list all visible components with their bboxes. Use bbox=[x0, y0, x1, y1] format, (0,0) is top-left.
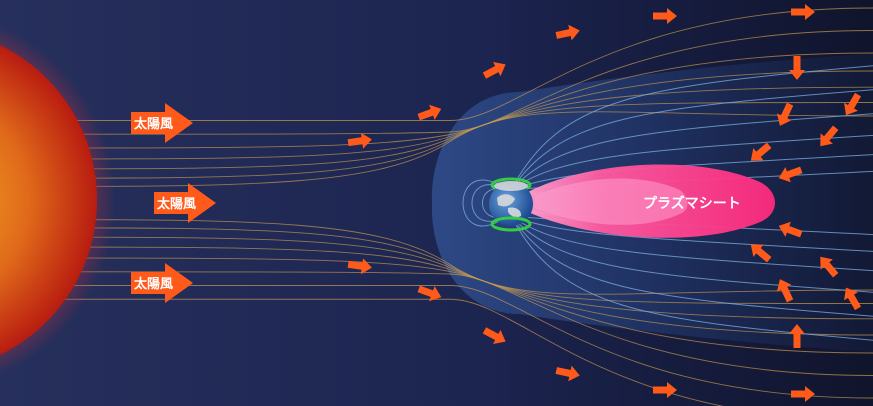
arrow-right-icon bbox=[347, 258, 372, 275]
arrow-right-icon bbox=[750, 142, 772, 161]
solar-wind-label-middle: 太陽風 bbox=[154, 183, 216, 223]
plasma-sheet-label: プラズマシート bbox=[643, 195, 741, 212]
solar-wind-line-12 bbox=[0, 271, 873, 376]
arrow-right-icon bbox=[844, 92, 862, 116]
solar-wind-line-6 bbox=[0, 111, 873, 187]
field-line-12 bbox=[510, 215, 873, 317]
solar-wind-label: 太陽風 bbox=[133, 116, 173, 132]
arrow-right-icon bbox=[844, 287, 862, 311]
arrow-right-icon bbox=[791, 4, 815, 20]
arrow-right-icon bbox=[776, 279, 794, 303]
arrow-right-icon bbox=[555, 24, 580, 41]
field-line-11 bbox=[510, 89, 873, 191]
sun-disc bbox=[0, 45, 97, 355]
arrow-right-icon bbox=[750, 244, 772, 263]
field-line-6 bbox=[510, 215, 873, 252]
arrow-right-icon bbox=[776, 102, 794, 126]
arrow-right-icon bbox=[417, 285, 442, 302]
arrow-right-icon bbox=[555, 365, 580, 382]
solar-wind-line-13 bbox=[0, 285, 873, 399]
arrow-right-icon bbox=[778, 221, 803, 238]
solar-wind-label-bottom: 太陽風 bbox=[131, 263, 193, 303]
arrow-right-icon bbox=[154, 183, 216, 223]
earth-globe-icon bbox=[489, 177, 533, 232]
field-line-8 bbox=[510, 215, 873, 272]
solar-wind-line-8 bbox=[0, 227, 873, 304]
arrow-right-icon bbox=[820, 125, 839, 147]
earth-landmass bbox=[497, 194, 515, 207]
arrow-right-icon bbox=[820, 256, 839, 278]
solar-wind-label: 太陽風 bbox=[156, 196, 196, 212]
arrow-right-icon bbox=[789, 56, 805, 80]
solar-wind-line-5 bbox=[0, 102, 873, 179]
solar-wind-line-4 bbox=[0, 86, 873, 170]
plasma-sheet bbox=[528, 164, 775, 238]
arrow-right-icon bbox=[789, 324, 805, 348]
field-line-13 bbox=[510, 65, 873, 191]
arrow-right-icon bbox=[653, 8, 677, 24]
north-polar-cap bbox=[494, 181, 528, 191]
arrow-right-icon bbox=[791, 386, 815, 402]
particle-flow-arrows bbox=[347, 4, 862, 402]
arrow-right-icon bbox=[131, 263, 193, 303]
sun-icon bbox=[0, 25, 115, 375]
solar-wind-label-top: 太陽風 bbox=[131, 103, 193, 143]
solar-wind-line-9 bbox=[0, 236, 873, 320]
south-auroral-ring bbox=[490, 216, 532, 232]
arrow-right-icon bbox=[778, 166, 803, 183]
arrow-right-icon bbox=[653, 382, 677, 398]
solar-wind-line-10 bbox=[0, 246, 873, 336]
arrow-right-icon bbox=[347, 132, 372, 149]
solar-wind-line-3 bbox=[0, 70, 873, 160]
field-line-2 bbox=[462, 179, 512, 227]
solar-wind-field-lines bbox=[0, 7, 873, 406]
arrow-right-icon bbox=[482, 327, 506, 345]
earth-landmass-2 bbox=[508, 207, 522, 218]
arrow-right-icon bbox=[417, 104, 442, 121]
solar-wind-label: 太陽風 bbox=[133, 276, 173, 292]
solar-wind-line-1 bbox=[0, 30, 873, 135]
solar-wind-line-11 bbox=[0, 257, 873, 354]
field-line-14 bbox=[510, 215, 873, 341]
solar-wind-labels: 太陽風 太陽風 太陽風 bbox=[131, 103, 216, 303]
arrow-right-icon bbox=[482, 61, 506, 79]
solar-wind-line-2 bbox=[0, 52, 873, 149]
plasma-sheet-inner bbox=[535, 178, 688, 225]
solar-wind-line-7 bbox=[0, 219, 873, 295]
solar-wind-line-0 bbox=[0, 7, 873, 121]
field-line-7 bbox=[510, 134, 873, 191]
arrow-right-icon bbox=[131, 103, 193, 143]
